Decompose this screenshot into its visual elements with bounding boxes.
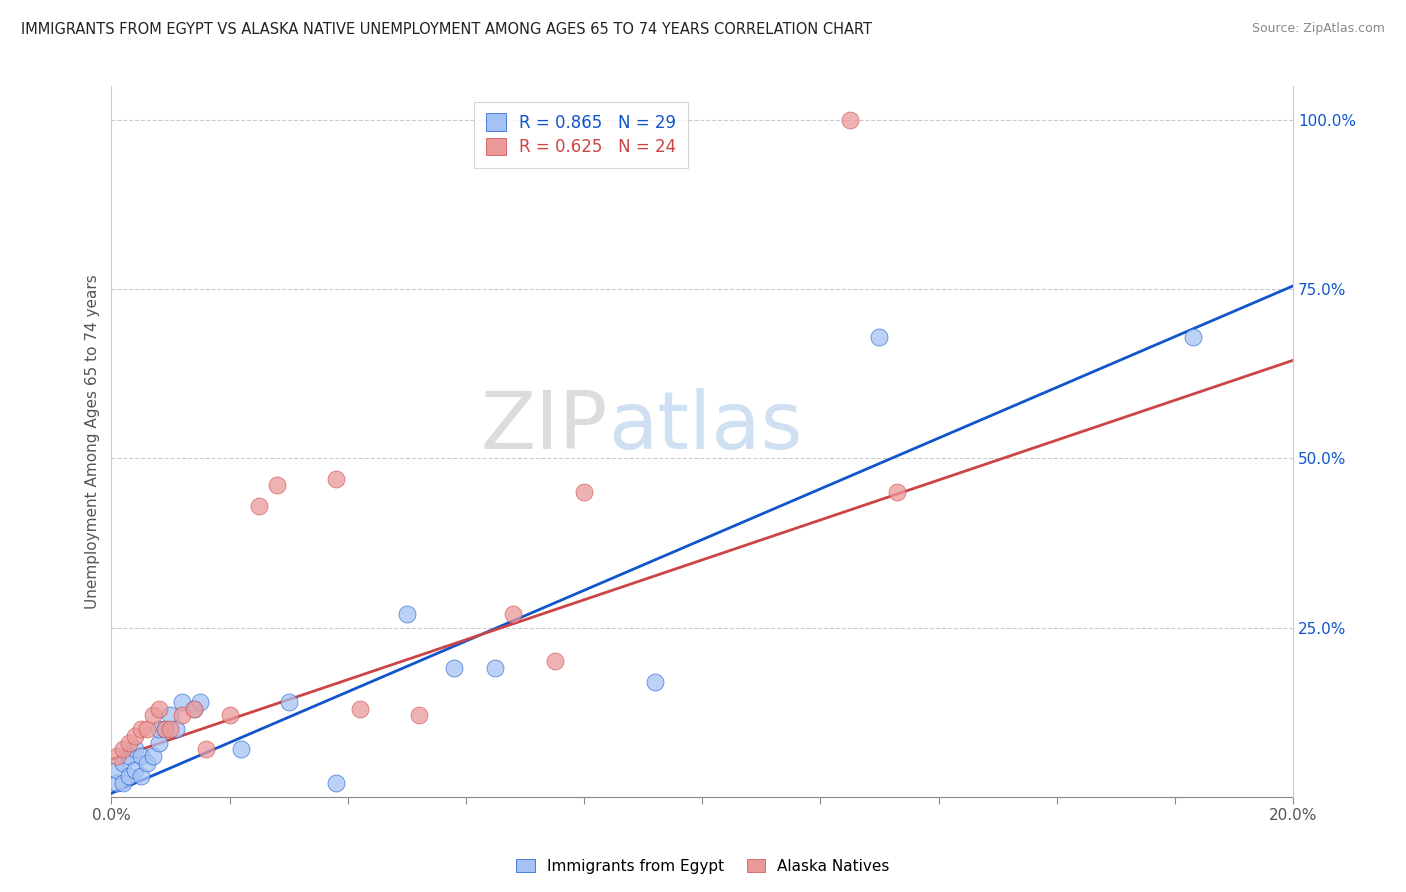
Point [231, 742, 253, 756]
Point [142, 708, 165, 723]
Point [148, 735, 170, 749]
Point [105, 749, 128, 764]
Point [572, 485, 595, 500]
Point [644, 674, 666, 689]
Point [118, 735, 141, 749]
Point [124, 729, 146, 743]
Legend: R = 0.865   N = 29, R = 0.625   N = 24: R = 0.865 N = 29, R = 0.625 N = 24 [474, 102, 688, 168]
Point [183, 702, 205, 716]
Point [443, 661, 465, 675]
Point [247, 499, 270, 513]
Point [112, 756, 135, 770]
Point [124, 742, 146, 756]
Point [886, 485, 908, 500]
Point [135, 722, 157, 736]
Point [135, 756, 157, 770]
Point [105, 763, 128, 777]
Text: IMMIGRANTS FROM EGYPT VS ALASKA NATIVE UNEMPLOYMENT AMONG AGES 65 TO 74 YEARS CO: IMMIGRANTS FROM EGYPT VS ALASKA NATIVE U… [21, 22, 872, 37]
Point [112, 742, 135, 756]
Point [129, 722, 152, 736]
Point [1181, 329, 1204, 343]
Point [118, 769, 141, 783]
Point [159, 722, 181, 736]
Text: ZIP: ZIP [481, 388, 607, 467]
Point [153, 722, 176, 736]
Point [142, 749, 165, 764]
Point [183, 702, 205, 716]
Point [194, 742, 217, 756]
Point [148, 722, 170, 736]
Legend: Immigrants from Egypt, Alaska Natives: Immigrants from Egypt, Alaska Natives [510, 853, 896, 880]
Point [218, 708, 240, 723]
Point [188, 695, 211, 709]
Point [118, 749, 141, 764]
Point [172, 708, 194, 723]
Point [159, 708, 181, 723]
Y-axis label: Unemployment Among Ages 65 to 74 years: Unemployment Among Ages 65 to 74 years [86, 274, 100, 609]
Point [165, 722, 187, 736]
Point [112, 776, 135, 790]
Point [129, 769, 152, 783]
Point [172, 695, 194, 709]
Text: Source: ZipAtlas.com: Source: ZipAtlas.com [1251, 22, 1385, 36]
Point [502, 607, 524, 621]
Point [129, 749, 152, 764]
Point [148, 702, 170, 716]
Point [325, 776, 347, 790]
Point [838, 113, 860, 128]
Point [484, 661, 506, 675]
Point [124, 763, 146, 777]
Point [349, 702, 371, 716]
Point [543, 654, 565, 668]
Text: atlas: atlas [607, 388, 801, 467]
Point [105, 776, 128, 790]
Point [325, 472, 347, 486]
Point [266, 478, 288, 492]
Point [408, 708, 430, 723]
Point [395, 607, 418, 621]
Point [868, 329, 890, 343]
Point [153, 722, 176, 736]
Point [277, 695, 299, 709]
